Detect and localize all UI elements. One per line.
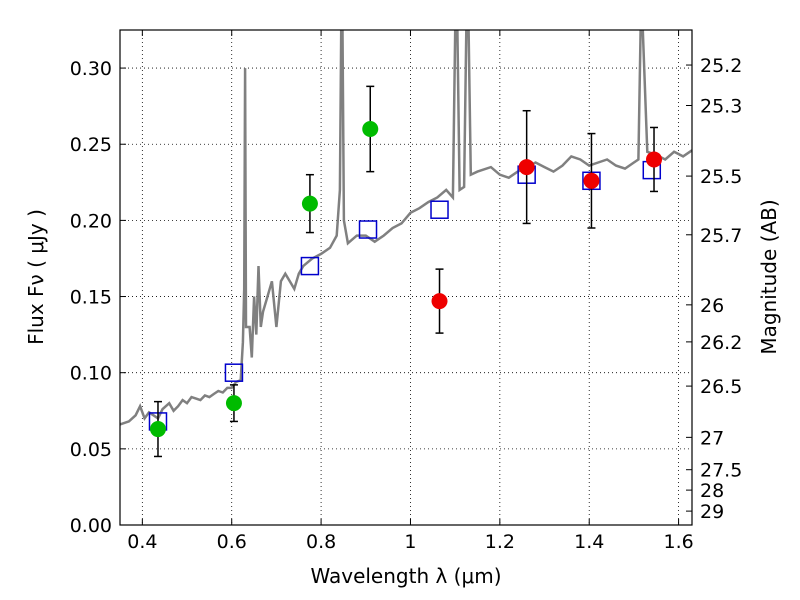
x-tick-label: 1.2 [485, 531, 515, 553]
y2-axis-label: Magnitude (AB) [757, 199, 781, 354]
grid [120, 30, 692, 526]
mag-tick-label: 26.2 [700, 332, 742, 354]
mag-tick-label: 27.5 [700, 460, 742, 482]
observed-flux-point [362, 121, 379, 137]
model-photometry-square [300, 256, 320, 276]
observed-flux-point [583, 172, 600, 189]
model-photometry-square [358, 220, 378, 239]
mag-tick-label: 25.2 [700, 55, 742, 77]
mag-tick-label: 25.5 [700, 166, 742, 188]
x-tick-label: 0.6 [217, 531, 247, 553]
mag-tick-label: 27 [700, 427, 724, 449]
x-tick-label: 1.6 [663, 531, 693, 553]
observed-flux-point [518, 159, 535, 176]
observed-flux-point [301, 195, 318, 212]
x-tick-label: 0.8 [306, 531, 336, 553]
y-tick-label: 0.10 [70, 363, 112, 385]
model-spectrum-line [120, 30, 692, 426]
x-tick-label: 0.4 [127, 531, 157, 553]
y-axis-label: Flux Fν ( μJy ) [24, 209, 48, 345]
model-photometry-square [224, 363, 244, 382]
y-tick-label: 0.05 [70, 439, 112, 461]
mag-tick-label: 26 [700, 295, 724, 317]
y-tick-label: 0.30 [70, 58, 112, 80]
axis-ticks: 0.4 0.6 0.8 1 1.2 1.4 1.6 0.00 0.05 0.10 0.15 0.20 0… [70, 30, 742, 553]
observed-flux-point [431, 293, 448, 310]
y-tick-label: 0.15 [70, 287, 112, 309]
mag-tick-label: 25.3 [700, 96, 742, 118]
observed-flux-point [646, 151, 663, 168]
mag-tick-label: 29 [700, 501, 724, 523]
x-axis-label: Wavelength λ (μm) [310, 564, 501, 588]
plot-frame [119, 29, 693, 526]
y-tick-label: 0.25 [70, 134, 112, 156]
observed-flux-point [225, 395, 242, 412]
model-photometry-square [430, 200, 449, 219]
mag-tick-label: 26.5 [700, 376, 742, 398]
x-tick-label: 1 [404, 531, 416, 553]
y-tick-label: 0.20 [70, 210, 112, 232]
mag-tick-label: 28 [700, 480, 724, 502]
y-tick-label: 0.00 [70, 515, 112, 537]
plot-data [120, 30, 692, 458]
observed-flux-point [149, 421, 166, 438]
x-tick-label: 1.4 [574, 531, 604, 553]
mag-tick-label: 25.7 [700, 225, 742, 247]
